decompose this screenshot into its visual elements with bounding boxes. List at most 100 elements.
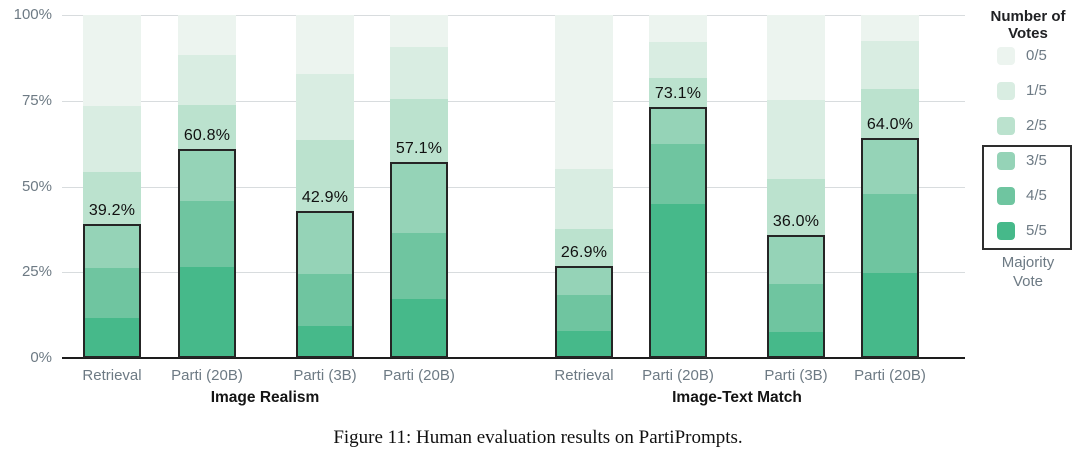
legend-swatch-1-5 xyxy=(997,82,1015,100)
majority-percentage-label: 64.0% xyxy=(866,116,914,134)
bar-segment-3-5-votes xyxy=(861,138,919,195)
bar-segment-5-5-votes xyxy=(861,272,919,358)
x-category-label: Parti (20B) xyxy=(642,367,714,384)
bar-segment-3-5-votes xyxy=(555,265,613,295)
legend-label-0-5: 0/5 xyxy=(1026,47,1047,64)
bar-segment-2-5-votes xyxy=(390,99,448,163)
legend-swatch-4-5 xyxy=(997,187,1015,205)
x-category-label: Parti (20B) xyxy=(171,367,243,384)
stacked-bar-parti-20b-: 60.8% xyxy=(178,15,236,358)
bar-segment-5-5-votes xyxy=(555,330,613,358)
legend-swatch-5-5 xyxy=(997,222,1015,240)
bar-segment-0-5-votes xyxy=(649,15,707,43)
gridline xyxy=(62,186,965,188)
bar-segment-1-5-votes xyxy=(296,73,354,140)
majority-vote-outline xyxy=(296,210,354,358)
majority-vote-outline xyxy=(861,138,919,358)
majority-vote-outline xyxy=(390,162,448,358)
bar-segment-2-5-votes xyxy=(767,178,825,235)
bar-segment-1-5-votes xyxy=(649,42,707,79)
majority-percentage-label: 42.9% xyxy=(301,188,349,206)
bar-segment-4-5-votes xyxy=(555,294,613,331)
bar-segment-4-5-votes xyxy=(178,201,236,268)
legend-label-4-5: 4/5 xyxy=(1026,187,1047,204)
bar-segment-5-5-votes xyxy=(649,203,707,358)
bar-segment-5-5-votes xyxy=(296,326,354,358)
bar-segment-1-5-votes xyxy=(390,46,448,100)
legend-label-1-5: 1/5 xyxy=(1026,82,1047,99)
bar-segment-3-5-votes xyxy=(649,107,707,144)
bar-segment-3-5-votes xyxy=(83,223,141,268)
bar-segment-3-5-votes xyxy=(390,162,448,234)
legend-title: Number of Votes xyxy=(980,8,1076,42)
bar-segment-2-5-votes xyxy=(83,171,141,224)
x-category-label: Retrieval xyxy=(554,367,614,384)
bar-segment-5-5-votes xyxy=(178,267,236,358)
bar-segment-0-5-votes xyxy=(767,15,825,101)
legend-label-5-5: 5/5 xyxy=(1026,222,1047,239)
group-title-image-text-match: Image-Text Match xyxy=(672,389,802,406)
gridline xyxy=(62,100,965,102)
gridline xyxy=(62,15,965,16)
bar-segment-0-5-votes xyxy=(296,15,354,74)
y-tick-label: 100% xyxy=(13,6,52,23)
bar-segment-0-5-votes xyxy=(390,15,448,47)
legend-majority-vote-label: Majority Vote xyxy=(980,253,1076,291)
bar-segment-2-5-votes xyxy=(178,105,236,150)
x-category-label: Retrieval xyxy=(82,367,142,384)
figure-caption: Figure 11: Human evaluation results on P… xyxy=(333,427,743,448)
bar-segment-1-5-votes xyxy=(83,105,141,172)
bar-segment-0-5-votes xyxy=(861,15,919,42)
majority-percentage-label: 73.1% xyxy=(654,85,702,103)
plot-area: 39.2% 60.8% 42.9% 57.1% 26.9% 73.1% 36.0% 64.0% xyxy=(62,15,965,358)
legend-title-line2: Votes xyxy=(1008,25,1048,42)
bar-segment-1-5-votes xyxy=(178,54,236,106)
bar-segment-1-5-votes xyxy=(555,169,613,230)
bar-segment-3-5-votes xyxy=(296,210,354,274)
y-tick-label: 0% xyxy=(30,349,52,366)
stacked-bar-parti-3b-: 42.9% xyxy=(296,15,354,358)
legend-label-2-5: 2/5 xyxy=(1026,117,1047,134)
majority-percentage-label: 60.8% xyxy=(183,127,231,145)
stacked-bar-retrieval: 39.2% xyxy=(83,15,141,358)
majority-percentage-label: 26.9% xyxy=(560,243,608,261)
y-tick-label: 25% xyxy=(21,263,52,281)
bar-segment-2-5-votes xyxy=(861,89,919,139)
bar-segment-4-5-votes xyxy=(83,267,141,319)
bar-segment-3-5-votes xyxy=(178,149,236,202)
bar-segment-4-5-votes xyxy=(767,283,825,332)
majority-label-line2: Vote xyxy=(1012,273,1044,290)
majority-vote-outline xyxy=(767,234,825,358)
bar-segment-4-5-votes xyxy=(296,273,354,327)
legend: Number of Votes 0/5 1/5 2/5 3/5 4/5 5/5 Major… xyxy=(980,0,1076,300)
bar-segment-2-5-votes xyxy=(296,139,354,211)
bar-segment-2-5-votes xyxy=(555,229,613,266)
stacked-bar-parti-3b-: 36.0% xyxy=(767,15,825,358)
gridline xyxy=(62,272,965,274)
bar-segment-0-5-votes xyxy=(555,15,613,169)
x-category-label: Parti (20B) xyxy=(854,367,926,384)
bar-segment-4-5-votes xyxy=(390,233,448,299)
x-category-label: Parti (20B) xyxy=(383,367,455,384)
bar-segment-4-5-votes xyxy=(649,143,707,204)
stacked-bar-retrieval: 26.9% xyxy=(555,15,613,358)
legend-swatch-0-5 xyxy=(997,47,1015,65)
majority-vote-outline xyxy=(649,107,707,358)
majority-vote-outline xyxy=(83,223,141,358)
bar-segment-5-5-votes xyxy=(767,331,825,358)
stacked-bar-parti-20b-: 57.1% xyxy=(390,15,448,358)
bar-segment-2-5-votes xyxy=(649,78,707,108)
majority-vote-outline xyxy=(178,149,236,358)
legend-label-3-5: 3/5 xyxy=(1026,152,1047,169)
bar-segment-5-5-votes xyxy=(83,318,141,358)
stacked-bar-parti-20b-: 64.0% xyxy=(861,15,919,358)
bar-segment-0-5-votes xyxy=(178,15,236,55)
bar-segment-3-5-votes xyxy=(767,234,825,284)
majority-percentage-label: 36.0% xyxy=(772,212,820,230)
legend-swatch-2-5 xyxy=(997,117,1015,135)
x-category-label: Parti (3B) xyxy=(293,367,357,384)
bar-segment-4-5-votes xyxy=(861,194,919,273)
majority-percentage-label: 57.1% xyxy=(395,140,443,158)
x-category-label: Parti (3B) xyxy=(764,367,828,384)
